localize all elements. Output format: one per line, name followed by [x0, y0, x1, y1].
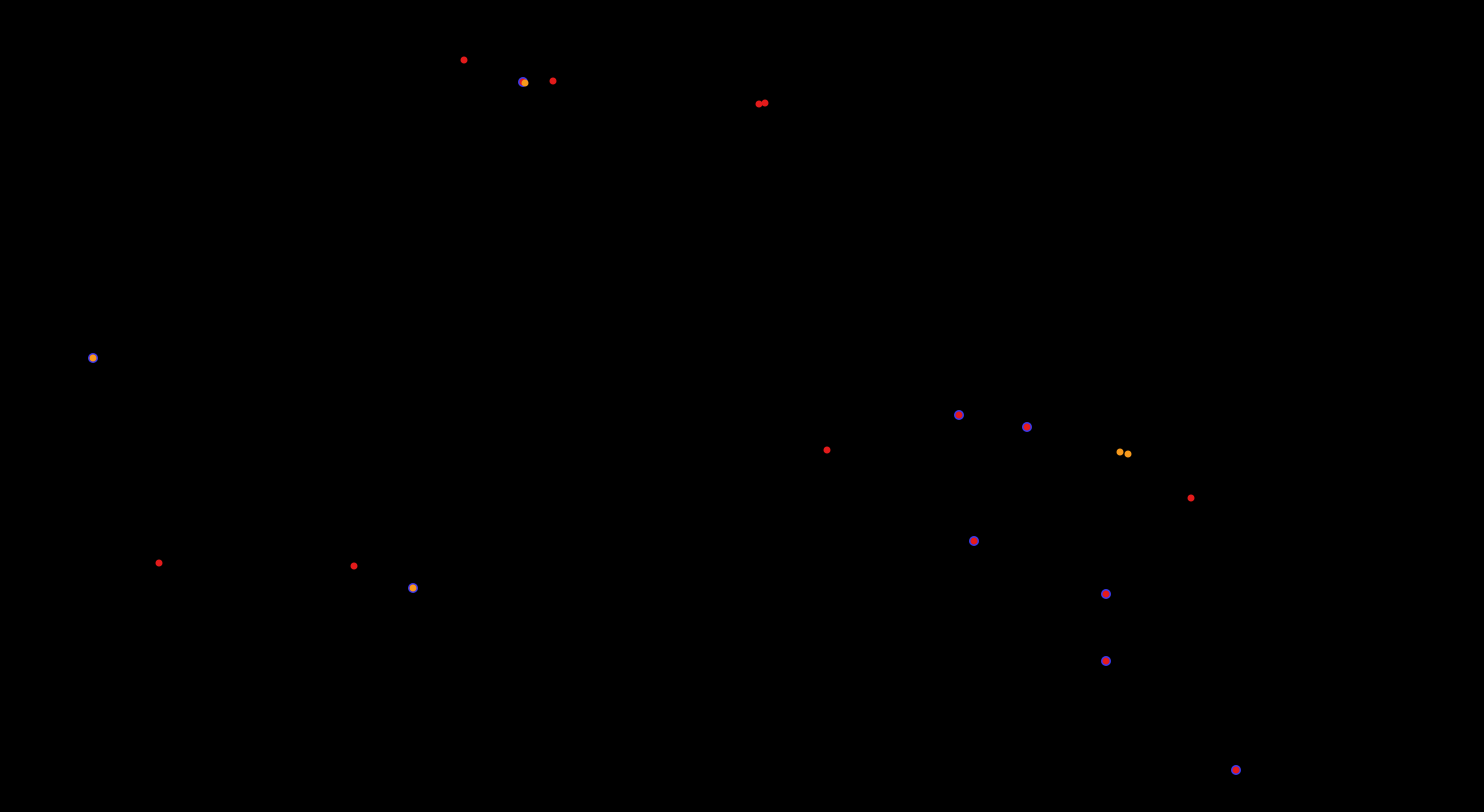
scatter-point	[351, 563, 358, 570]
scatter-point	[1024, 424, 1031, 431]
scatter-point	[956, 412, 963, 419]
scatter-plot	[0, 0, 1484, 812]
scatter-point	[522, 80, 529, 87]
scatter-point	[971, 538, 978, 545]
scatter-point	[824, 447, 831, 454]
scatter-point	[156, 560, 163, 567]
scatter-point	[1103, 658, 1110, 665]
scatter-point	[762, 100, 769, 107]
scatter-point	[1125, 451, 1132, 458]
scatter-point	[90, 355, 97, 362]
scatter-point	[1233, 767, 1240, 774]
scatter-point	[550, 78, 557, 85]
scatter-point	[410, 585, 417, 592]
scatter-point	[461, 57, 468, 64]
scatter-point	[1117, 449, 1124, 456]
scatter-point	[1103, 591, 1110, 598]
scatter-point	[1188, 495, 1195, 502]
